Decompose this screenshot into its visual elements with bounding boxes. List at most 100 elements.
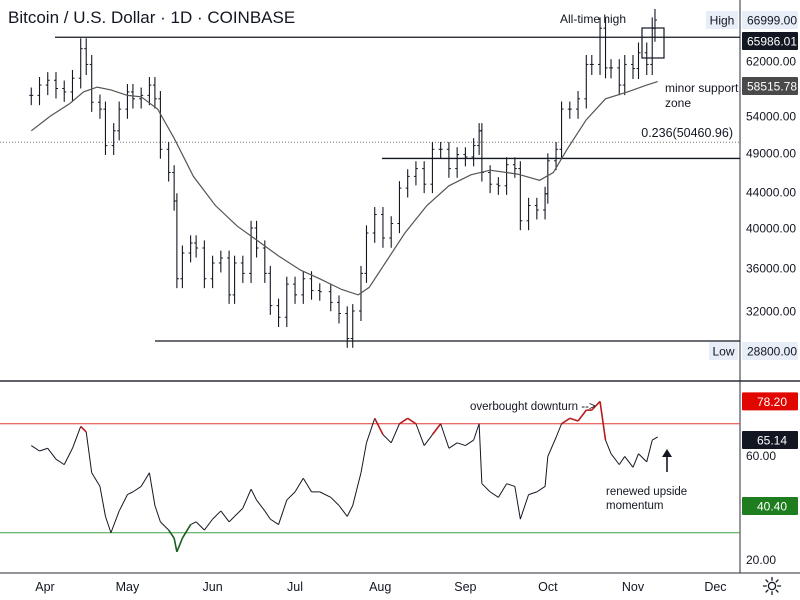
- rsi-line-segment: [497, 483, 508, 498]
- rsi-line-segment: [110, 510, 120, 533]
- rsi-oversold-value-bg: [742, 497, 798, 515]
- moving-average-line: [30, 81, 658, 296]
- rsi-line-segment: [536, 486, 546, 493]
- month-label-jul: Jul: [287, 580, 303, 594]
- rsi-line-segment: [160, 521, 169, 531]
- fib-level-label: 0.236(50460.96): [641, 126, 733, 140]
- rsi-line-segment: [448, 442, 458, 449]
- rsi-line-segment: [234, 507, 244, 517]
- rsi-line-segment: [638, 453, 648, 463]
- rsi-line-segment: [431, 423, 442, 436]
- rsi-oversold-value: 40.40: [757, 500, 787, 514]
- low-tag: Low: [712, 345, 734, 359]
- rsi-line-segment: [294, 477, 304, 493]
- rsi-line-segment: [374, 417, 384, 436]
- gear-icon[interactable]: [762, 576, 782, 596]
- rsi-line-segment: [555, 423, 563, 438]
- rsi-current-value: 65.14: [757, 433, 787, 447]
- current-price-label-bg: [742, 32, 798, 50]
- month-label-may: May: [116, 580, 140, 594]
- rsi-line-segment: [80, 425, 87, 433]
- rsi-line-segment: [278, 499, 288, 525]
- high-tag-bg: [706, 11, 738, 29]
- rsi-line-segment: [104, 516, 112, 533]
- rsi-line-segment: [256, 499, 266, 512]
- rsi-line-segment: [190, 521, 197, 526]
- rsi-line-segment: [382, 434, 392, 444]
- rsi-line-segment: [338, 505, 348, 517]
- rsi-line-segment: [203, 518, 214, 531]
- month-label-jun: Jun: [203, 580, 223, 594]
- annotation-minor-support: minor support: [665, 81, 739, 95]
- month-label-oct: Oct: [538, 580, 558, 594]
- rsi-overbought-value: 78.20: [757, 395, 787, 409]
- annotation-all-time-high: All-time high: [560, 12, 626, 26]
- rsi-line-segment: [366, 418, 376, 443]
- all-time-high-box: [641, 27, 665, 59]
- rsi-line-segment: [319, 491, 331, 498]
- rsi-line-segment: [181, 524, 192, 539]
- rsi-overbought-value-bg: [742, 392, 798, 411]
- rsi-line-segment: [646, 439, 653, 463]
- annotation-overbought-downturn: overbought downturn -->: [470, 401, 596, 413]
- rsi-line-segment: [605, 439, 612, 454]
- rsi-line-segment: [478, 423, 483, 484]
- ma-value-label: 58515.78: [747, 80, 797, 94]
- rsi-line-segment: [30, 445, 40, 452]
- price-tick-label: 49000.00: [746, 147, 796, 161]
- rsi-line-segment: [195, 521, 205, 531]
- rsi-line-segment: [173, 538, 178, 552]
- rsi-line-segment: [167, 529, 175, 539]
- rsi-line-segment: [127, 491, 134, 496]
- rsi-current-value-bg: [742, 430, 798, 449]
- low-value-label-bg: [742, 342, 798, 360]
- rsi-line-segment: [360, 442, 367, 473]
- rsi-line-segment: [456, 442, 466, 447]
- rsi-line-segment: [352, 472, 362, 506]
- rsi-line-segment: [302, 477, 312, 493]
- rsi-line-segment: [561, 417, 571, 425]
- price-tick-label: 40000.00: [746, 222, 796, 236]
- rsi-line-segment: [528, 491, 537, 496]
- rsi-line-segment: [489, 491, 499, 498]
- rsi-line-segment: [618, 456, 626, 465]
- rsi-line-segment: [55, 458, 65, 466]
- annotation-momentum: momentum: [606, 500, 664, 512]
- rsi-line-segment: [423, 434, 433, 446]
- rsi-line-segment: [610, 453, 620, 465]
- high-tag: High: [710, 14, 735, 28]
- rsi-line-segment: [148, 472, 156, 506]
- rsi-line-segment: [91, 472, 101, 487]
- rsi-line-segment: [632, 453, 639, 468]
- rsi-line-segment: [390, 423, 400, 444]
- rsi-line-segment: [547, 437, 557, 457]
- rsi-line-segment: [481, 483, 491, 493]
- rsi-tick-60: 60.00: [746, 449, 776, 463]
- ma-value-label-bg: [742, 77, 798, 95]
- month-label-apr: Apr: [35, 580, 54, 594]
- rsi-line-segment: [63, 448, 73, 465]
- up-arrow-icon-head: [662, 449, 672, 457]
- rsi-line-segment: [99, 486, 106, 517]
- price-tick-label: 54000.00: [746, 110, 796, 124]
- rsi-line-segment: [599, 401, 607, 441]
- rsi-line-segment: [440, 423, 450, 449]
- rsi-line-segment: [176, 537, 184, 553]
- price-tick-label: 32000.00: [746, 305, 796, 319]
- rsi-line-segment: [242, 488, 252, 509]
- rsi-tick-20: 20.00: [746, 553, 776, 567]
- annotation-renewed-upside: renewed upside: [606, 486, 687, 498]
- month-label-dec: Dec: [704, 580, 726, 594]
- rsi-line-segment: [519, 494, 530, 520]
- chart-title: Bitcoin / U.S. Dollar · 1D · COINBASE: [8, 8, 296, 27]
- rsi-line-segment: [250, 488, 258, 501]
- rsi-line-segment: [399, 417, 409, 425]
- rsi-line-segment: [651, 436, 658, 441]
- rsi-line-segment: [132, 486, 142, 493]
- rsi-line-segment: [220, 510, 230, 523]
- rsi-line-segment: [85, 431, 93, 473]
- rsi-line-segment: [415, 423, 425, 446]
- price-tick-label: 36000.00: [746, 262, 796, 276]
- rsi-line-segment: [270, 518, 279, 525]
